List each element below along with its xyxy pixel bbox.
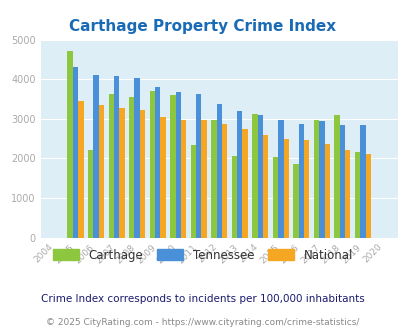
Bar [201,120,206,238]
Text: © 2025 CityRating.com - https://www.cityrating.com/crime-statistics/: © 2025 CityRating.com - https://www.city… [46,318,359,327]
Bar [344,150,350,238]
Bar [354,152,359,238]
Bar [231,156,237,238]
Bar [139,110,145,238]
Bar [293,164,298,238]
Bar [93,75,98,238]
Bar [129,97,134,238]
Bar [298,123,303,238]
Bar [318,121,324,238]
Bar [272,157,277,238]
Legend: Carthage, Tennessee, National: Carthage, Tennessee, National [48,244,357,266]
Bar [160,117,165,238]
Bar [252,114,257,238]
Bar [237,111,242,238]
Bar [324,144,329,238]
Bar [190,145,196,238]
Bar [222,123,227,238]
Bar [98,105,104,238]
Bar [242,129,247,238]
Bar [277,120,283,238]
Bar [155,87,160,238]
Bar [365,154,370,238]
Bar [67,51,72,238]
Bar [303,140,309,238]
Text: Crime Index corresponds to incidents per 100,000 inhabitants: Crime Index corresponds to incidents per… [41,294,364,304]
Bar [72,67,78,238]
Bar [180,120,186,238]
Bar [119,108,124,238]
Text: Carthage Property Crime Index: Carthage Property Crime Index [69,19,336,34]
Bar [211,120,216,238]
Bar [175,92,180,238]
Bar [108,94,114,238]
Bar [216,104,222,238]
Bar [283,139,288,238]
Bar [257,115,262,238]
Bar [170,95,175,238]
Bar [339,125,344,238]
Bar [134,78,139,238]
Bar [78,101,83,238]
Bar [88,150,93,238]
Bar [313,120,318,238]
Bar [114,76,119,238]
Bar [334,115,339,238]
Bar [196,94,201,238]
Bar [359,125,365,238]
Bar [262,135,268,238]
Bar [149,91,155,238]
